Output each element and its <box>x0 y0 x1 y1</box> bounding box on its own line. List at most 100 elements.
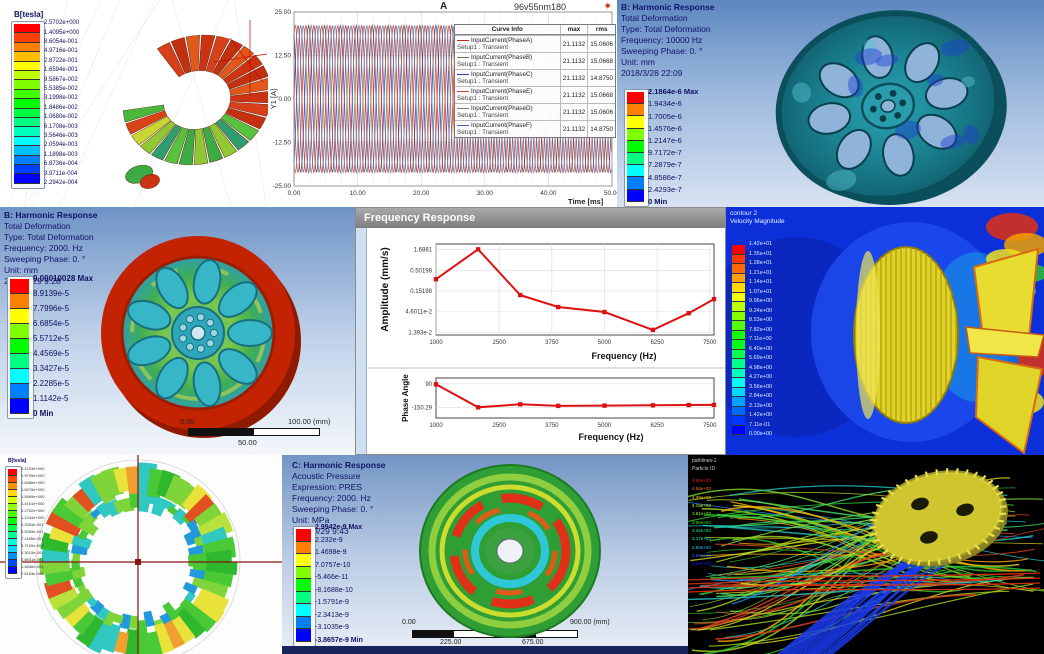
wheel-hole <box>218 281 258 318</box>
colorbar-label: 7.11e-01 <box>749 421 771 428</box>
colorbar-band <box>8 546 17 553</box>
coil-segment <box>139 120 176 155</box>
streamline-red <box>688 577 1041 585</box>
result-line: Unit: mm <box>621 57 655 68</box>
legend-header: rms <box>587 25 615 34</box>
coil-segment <box>226 65 268 90</box>
colorbar-label: 1.07e+01 <box>749 288 773 295</box>
panel-particle-streamlines: pathlines-1 Particle ID 4.88e+03 4.64e+03… <box>688 455 1044 654</box>
colorbar-band <box>732 254 745 264</box>
gear-tooth <box>955 468 959 475</box>
gear-tooth <box>937 558 941 565</box>
phase-plot-frame <box>435 377 715 419</box>
legend-curve-name: InputCurrent(PhaseD) Setup1 : Transient <box>455 104 560 120</box>
colorbar-label: 2.4293e-7 <box>648 184 682 194</box>
colorbar-label: 1.0680e-002 <box>44 114 78 121</box>
colorbar-band <box>10 399 29 414</box>
colorbar-label: 9.24e+00 <box>749 307 773 314</box>
colorbar-label: 1.42e+01 <box>749 241 773 248</box>
window-title-bar[interactable]: Frequency Response <box>356 208 725 228</box>
colorbar-band <box>8 511 17 518</box>
coil-segment <box>122 104 165 123</box>
field-segment <box>143 610 155 628</box>
field-segment <box>64 492 92 520</box>
phase-curve <box>435 383 715 409</box>
amp-y-tick-label: 0.50198 <box>410 268 432 274</box>
gear-tooth <box>927 559 931 566</box>
fan-hub <box>965 326 1044 358</box>
colorbar-label: 9.9354e-001 <box>21 522 44 528</box>
hub-bolt-hole <box>196 344 205 353</box>
particle-id-legend: 4.88e+03 4.64e+03 4.39e+03 4.15e+03 3.91e+03… <box>692 477 711 568</box>
colorbar-band <box>8 490 17 497</box>
amplitude-curve <box>435 247 715 331</box>
coil-segment <box>125 110 168 135</box>
legend-curve-name: InputCurrent(PhaseE) Setup1 : Transient <box>455 87 560 103</box>
result-title: C: Harmonic Response <box>292 460 386 470</box>
colorbar-band <box>10 354 29 369</box>
streamline <box>688 572 972 591</box>
legend-row: InputCurrent(PhaseB) Setup1 : Transient 21… <box>455 52 615 69</box>
phase-x-tick-label: 2500 <box>493 423 507 429</box>
panel-cfd-velocity-contour: contour 2 Velocity Magnitude 1.42e+01 1.3… <box>726 207 1044 455</box>
gear-hole <box>920 531 938 544</box>
amp-x-tick-label: 2500 <box>493 340 507 346</box>
colorbar-label: 7.11e+00 <box>749 336 772 343</box>
contour-patch <box>875 54 899 67</box>
hub-center-hole <box>190 325 206 341</box>
colorbar-band <box>14 108 40 118</box>
phase-marker <box>711 402 717 408</box>
gear-tooth <box>876 543 884 550</box>
colorbar-band <box>14 136 40 147</box>
colorbar-label: 1.21e+01 <box>749 269 773 276</box>
field-segment <box>89 599 105 615</box>
colorbar-band <box>732 273 745 283</box>
colorbar-label: 8.6054e-001 <box>44 38 78 45</box>
colorbar-label: 4.27e+00 <box>749 374 773 381</box>
hub-bolt-hole <box>894 112 902 119</box>
result-line: Total Deformation <box>621 13 688 24</box>
colorbar-band <box>14 165 40 175</box>
legend-curve-name: InputCurrent(PhaseC) Setup1 : Transient <box>455 70 560 86</box>
field-segment <box>194 503 226 532</box>
wheel-hole <box>218 348 258 385</box>
colorbar-band <box>8 476 17 483</box>
field-segment <box>89 470 116 504</box>
gear-tooth <box>917 559 921 566</box>
gear-group <box>853 246 959 424</box>
rotor-hole <box>924 77 969 110</box>
colorbar-band <box>14 71 40 81</box>
colorbar-label: 1.9795e+000 <box>21 473 45 479</box>
amplitude-marker <box>686 310 691 316</box>
field-segment <box>179 598 190 609</box>
gear-tooth <box>924 471 929 478</box>
colorbar-label: 1.6594e-001 <box>44 67 78 74</box>
colorbar-label: 1.8386e+000 <box>21 480 45 486</box>
legend-curve-title: InputCurrent(PhaseC) <box>457 71 558 78</box>
colorbar-label: 1.14e+01 <box>749 279 773 286</box>
contour-patch <box>940 134 966 149</box>
legend-curve-title: InputCurrent(PhaseB) <box>457 54 558 61</box>
coil-segment <box>185 34 200 72</box>
fan-blade <box>974 355 1044 455</box>
colorbar-band <box>14 146 40 156</box>
x-tick-label: 10.00 <box>349 190 366 197</box>
gear-tooth <box>957 553 962 560</box>
colorbar-band <box>10 294 29 309</box>
field-segment <box>176 607 206 639</box>
coil-segment <box>178 128 196 166</box>
particle-id-value: 3.17e+03 <box>692 536 711 542</box>
gear-tooth <box>966 548 972 556</box>
hub-bolt-hole <box>196 313 205 322</box>
colorbar-label: 9.96e+00 <box>749 298 773 305</box>
result-line: Type: Total Deformation <box>621 24 711 35</box>
colorbar-label: 5.5712e-5 <box>33 333 70 343</box>
legend-curve-sub: Setup1 : Transient <box>457 61 509 68</box>
maxwell-plot-icon: ✷ <box>604 1 612 11</box>
field-segment <box>145 631 163 654</box>
wheel-deformation-visualization <box>101 236 301 438</box>
coil-segment <box>229 90 268 104</box>
amplitude-marker <box>433 277 439 282</box>
gear-tooth <box>996 519 1004 523</box>
phase-x-axis-label: Frequency (Hz) <box>578 432 643 442</box>
